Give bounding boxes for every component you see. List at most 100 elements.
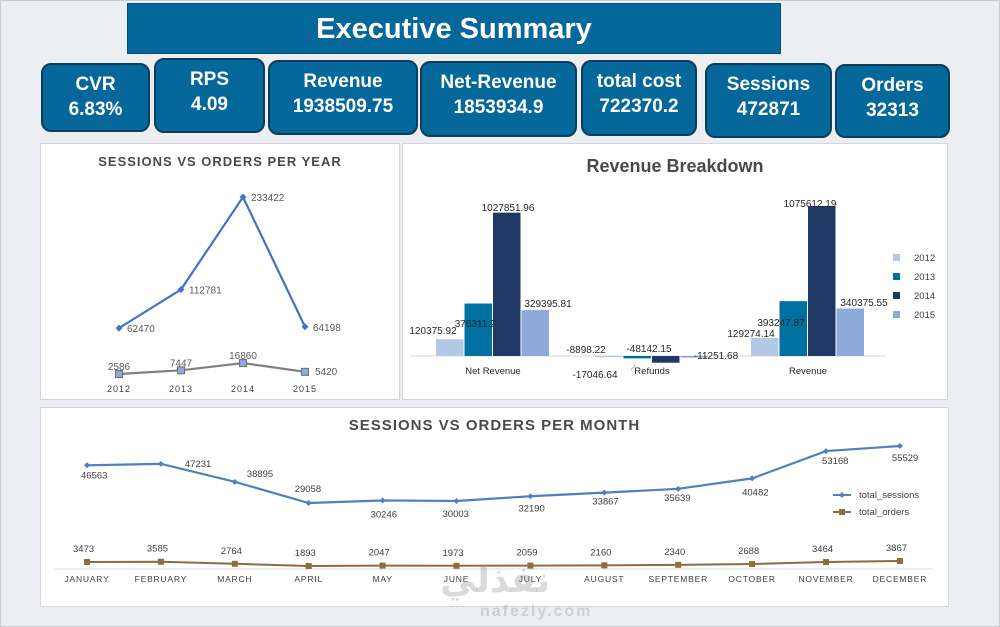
kpi-value: 472871 — [736, 99, 801, 120]
sessions-year-label: 64198 — [313, 323, 341, 334]
kpi-label: total cost — [596, 71, 682, 92]
revenue-bar-label: -48142.15 — [626, 344, 671, 355]
orders-month-label: 3464 — [812, 544, 833, 555]
kpi-cvr: CVR 6.83% — [41, 63, 150, 132]
revenue-bar-label: 329395.81 — [524, 299, 572, 310]
sessions-month-label: 40482 — [742, 487, 768, 498]
sessions-year-point — [115, 324, 123, 332]
monthly-chart-panel: SESSIONS VS ORDERS PER MONTH 46563 47231 3… — [40, 407, 949, 607]
legend-swatch — [893, 254, 900, 261]
kpi-total-cost: total cost 722370.2 — [581, 60, 697, 136]
sessions-month-point — [84, 462, 90, 469]
orders-year-label: 16860 — [229, 351, 257, 362]
revenue-bar-label: 340375.55 — [840, 298, 888, 309]
orders-month-label: 2160 — [590, 547, 611, 558]
orders-year-label: 7447 — [170, 358, 193, 369]
month-tick-label: DECEMBER — [873, 574, 928, 584]
legend-swatch — [893, 311, 900, 318]
legend-swatch — [893, 292, 900, 299]
sessions-month-line — [86, 444, 900, 505]
kpi-revenue: Revenue 1938509.75 — [268, 60, 418, 135]
orders-month-point — [896, 558, 903, 564]
orders-month-point — [601, 562, 608, 569]
kpi-value: 4.09 — [191, 94, 228, 115]
kpi-label: CVR — [75, 74, 116, 95]
sessions-year-point — [301, 323, 309, 331]
revenue-bar — [779, 301, 807, 356]
revenue-bar-label: 1075612.19 — [784, 199, 837, 210]
month-tick-label: MARCH — [217, 574, 252, 584]
orders-month-label: 2047 — [369, 548, 390, 559]
kpi-label: Revenue — [303, 71, 383, 92]
revenue-bar — [751, 337, 779, 356]
kpi-net-revenue: Net-Revenue 1853934.9 — [420, 61, 577, 137]
orders-month-point — [305, 563, 312, 569]
revenue-bar-label: -11251.68 — [694, 351, 739, 362]
sessions-month-point — [453, 497, 460, 504]
kpi-sessions: Sessions 472871 — [705, 63, 832, 138]
monthly-chart-svg: 46563 47231 38895 29058 30246 30003 32190 33867… — [55, 443, 933, 584]
orders-month-label: 3585 — [147, 544, 168, 555]
sessions-month-label: 55529 — [892, 453, 918, 464]
kpi-rps: RPS 4.09 — [154, 58, 265, 133]
sessions-month-point — [305, 500, 312, 506]
year-tick-label: 2013 — [169, 384, 193, 394]
revenue-bar-label: 1027851.96 — [482, 203, 535, 214]
month-tick-label: SEPTEMBER — [648, 574, 708, 584]
revenue-bar-label: 393247.87 — [757, 318, 805, 329]
kpi-value: 6.83% — [68, 99, 123, 120]
year-tick-label: 2014 — [231, 384, 255, 394]
refunds-leader-line — [630, 364, 636, 371]
month-tick-label: FEBRUARY — [135, 574, 188, 584]
month-tick-label: OCTOBER — [728, 574, 775, 584]
sessions-month-point — [749, 475, 756, 482]
orders-month-point — [157, 558, 164, 565]
watermark: نفذلي — [440, 560, 551, 601]
revenue-category-label: Refunds — [634, 366, 670, 377]
orders-month-label: 2764 — [221, 546, 242, 557]
legend-label: total_orders — [859, 507, 909, 518]
revenue-bar — [521, 310, 549, 356]
legend-label: 2014 — [914, 291, 935, 302]
sessions-month-label: 29058 — [295, 484, 321, 495]
revenue-bar-label: -17046.64 — [572, 370, 617, 381]
orders-month-point — [84, 558, 90, 565]
orders-year-label: 2586 — [108, 362, 131, 373]
kpi-label: Orders — [861, 75, 924, 96]
month-tick-label: JUNE — [444, 574, 469, 584]
orders-month-point — [527, 562, 534, 569]
sessions-year-label: 233422 — [251, 193, 285, 204]
revenue-bar — [808, 206, 836, 356]
sessions-month-label: 38895 — [247, 469, 273, 480]
revenue-bar — [493, 212, 521, 356]
orders-year-point — [239, 359, 247, 368]
legend-orders-marker — [839, 509, 845, 515]
sessions-month-label: 30003 — [443, 509, 469, 520]
legend-swatch — [893, 273, 900, 280]
orders-month-label: 3473 — [73, 544, 94, 555]
sessions-month-point — [823, 448, 829, 455]
sessions-month-label: 33867 — [592, 497, 618, 508]
sessions-year-point — [239, 193, 247, 201]
sessions-month-point — [896, 443, 903, 449]
orders-year-line — [118, 361, 306, 376]
orders-month-point — [823, 559, 829, 566]
orders-month-label: 3867 — [886, 543, 907, 554]
sessions-month-label: 46563 — [81, 470, 107, 481]
orders-month-point — [231, 560, 238, 567]
sessions-month-point — [157, 460, 164, 467]
kpi-value: 722370.2 — [599, 96, 679, 117]
legend-label: total_sessions — [859, 490, 919, 501]
legend-label: 2015 — [914, 310, 935, 321]
page-title: Executive Summary — [127, 3, 781, 54]
revenue-bar-label: -8898.22 — [566, 345, 606, 356]
watermark-sub: nafezly.com — [480, 603, 593, 620]
month-tick-label: AUGUST — [584, 574, 624, 584]
orders-month-point — [453, 562, 460, 569]
legend-label: 2012 — [914, 253, 935, 264]
kpi-orders: Orders 32313 — [835, 64, 950, 138]
kpi-label: Sessions — [726, 74, 811, 95]
yearly-chart-panel: SESSIONS VS ORDERS PER YEAR 62470 112781 2… — [40, 143, 400, 400]
sessions-year-point — [177, 286, 185, 294]
